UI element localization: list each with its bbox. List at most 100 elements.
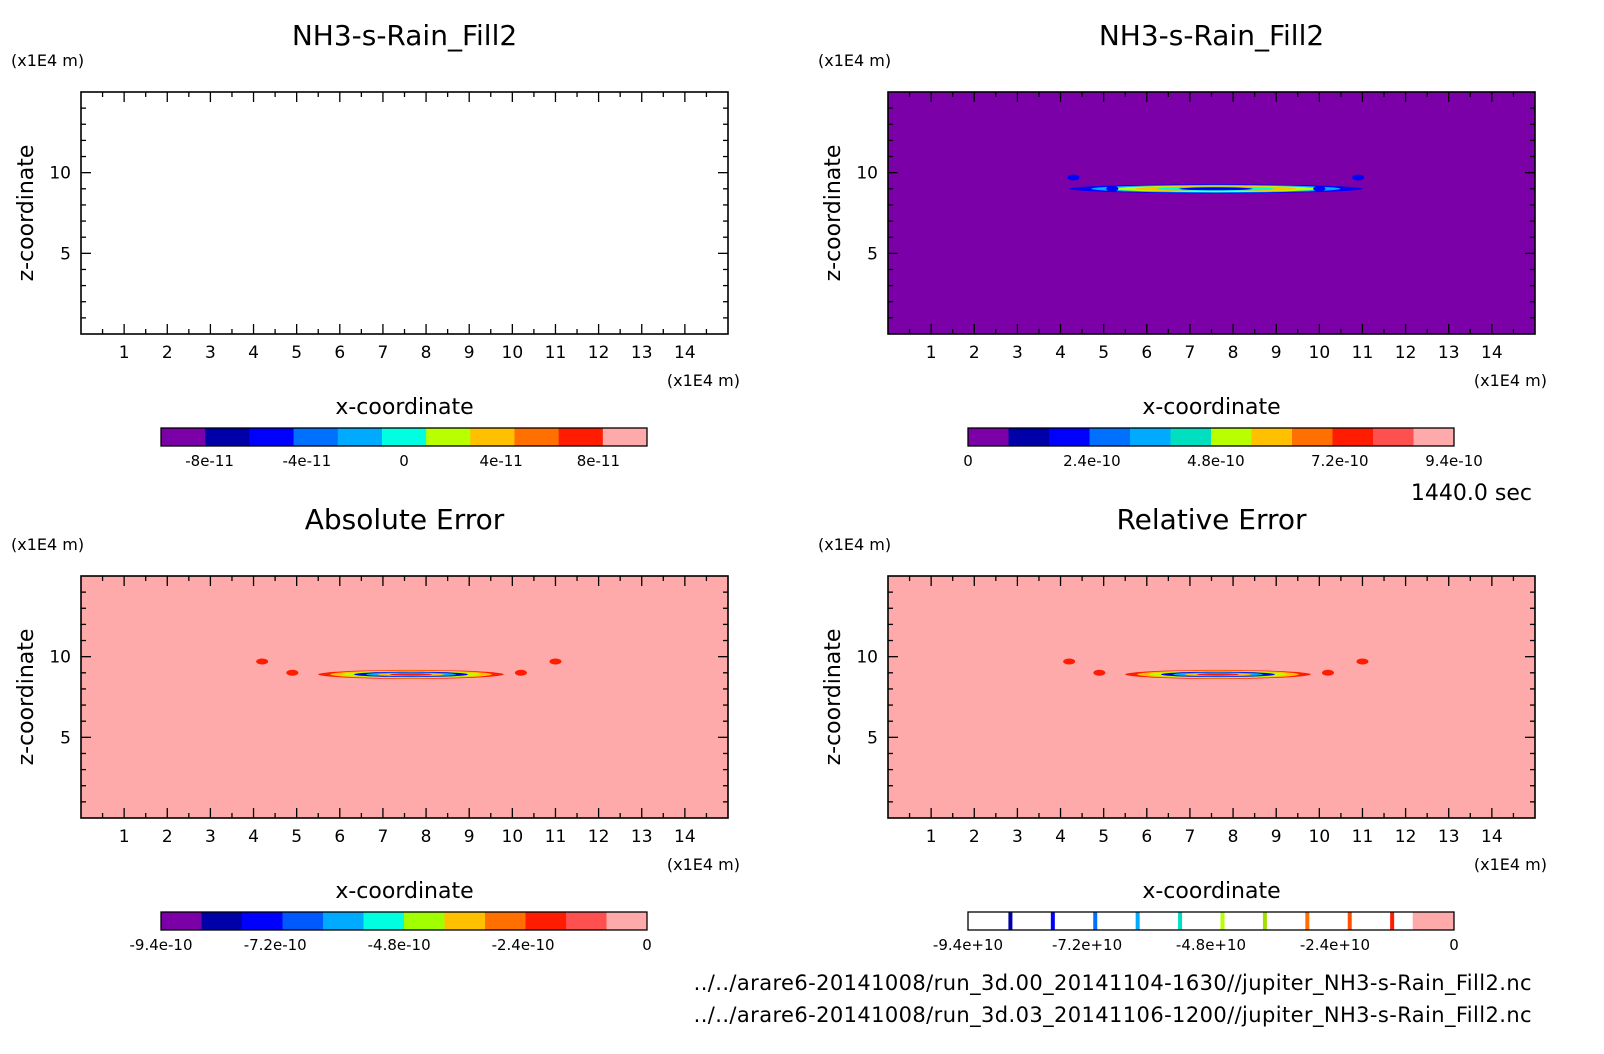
colorbar-tick-label: -4.8e-10 — [368, 936, 431, 954]
contour-band — [389, 673, 433, 676]
x-tick-label: 8 — [1228, 343, 1239, 363]
x-tick-label: 13 — [631, 827, 653, 847]
chart-panel: Absolute Error(x1E4 m)(x1E4 m)1 2 3 4 5 6 7 8 9 1… — [11, 503, 740, 954]
y-tick-label: 10 — [49, 648, 71, 668]
colorbar-segment — [1049, 428, 1090, 446]
colorbar-tick-label: -7.2e-10 — [244, 936, 307, 954]
plot-area — [888, 576, 1535, 818]
x-tick-label: 1 — [926, 343, 937, 363]
y-tick-label: 10 — [856, 164, 878, 184]
colorbar-segment — [444, 912, 486, 930]
y-axis-label: z-coordinate — [821, 145, 846, 282]
colorbar-line — [1262, 912, 1267, 930]
colorbar-segment — [1373, 428, 1414, 446]
colorbar-line — [1220, 912, 1225, 930]
x-tick-label: 7 — [1185, 827, 1196, 847]
colorbar-tick-label: 9.4e-10 — [1425, 452, 1483, 470]
contour-spot — [1067, 174, 1080, 181]
colorbar-segment — [558, 428, 604, 446]
x-tick-label: 5 — [1098, 827, 1109, 847]
colorbar-tick-label: -9.4e+10 — [933, 936, 1003, 954]
x-tick-label: 10 — [1309, 343, 1331, 363]
chart-panel: NH3-s-Rain_Fill2(x1E4 m)(x1E4 m)1 2 3 4 5 6 7 8… — [818, 19, 1547, 470]
colorbar-background — [968, 912, 1454, 930]
y-tick-label: 5 — [867, 728, 878, 748]
file-path-1: ../../arare6-20141008/run_3d.00_20141104… — [694, 971, 1532, 996]
colorbar-frame — [160, 911, 648, 931]
x-tick-label: 9 — [1271, 827, 1282, 847]
contour-spot — [514, 669, 527, 676]
colorbar-segment — [323, 912, 364, 930]
colorbar-segment — [1412, 912, 1454, 930]
x-unit-label: (x1E4 m) — [667, 371, 740, 390]
x-tick-label: 1 — [119, 343, 130, 363]
x-tick-label: 2 — [969, 827, 980, 847]
chart-panel: Relative Error(x1E4 m)(x1E4 m)1 2 3 4 5 6 7 8 9 1… — [818, 503, 1547, 954]
chart-title: NH3-s-Rain_Fill2 — [1099, 19, 1324, 52]
x-tick-label: 4 — [248, 343, 259, 363]
x-tick-label: 3 — [1012, 343, 1023, 363]
colorbar-segment — [1008, 428, 1050, 446]
colorbar-segment — [1292, 428, 1333, 446]
contour-spot — [1352, 174, 1365, 181]
colorbar-tick-label: -2.4e+10 — [1300, 936, 1370, 954]
chart-title: Relative Error — [1116, 503, 1307, 536]
colorbar-segment — [968, 428, 1009, 446]
chart-title: Absolute Error — [305, 503, 505, 536]
x-tick-label: 11 — [545, 827, 567, 847]
colorbar-tick-label: 4e-11 — [480, 452, 523, 470]
x-tick-label: 8 — [421, 827, 432, 847]
y-axis-label: z-coordinate — [821, 629, 846, 766]
x-tick-label: 6 — [334, 827, 345, 847]
colorbar-frame — [160, 427, 648, 447]
x-axis-label: x-coordinate — [1142, 395, 1280, 420]
colorbar-tick-label: -8e-11 — [185, 452, 234, 470]
x-tick-label: 14 — [674, 343, 696, 363]
y-axis-label: z-coordinate — [14, 629, 39, 766]
colorbar-tick-label: -4e-11 — [282, 452, 331, 470]
colorbar-tick-label: -9.4e-10 — [130, 936, 193, 954]
x-tick-label: 6 — [334, 343, 345, 363]
colorbar-segment — [1332, 428, 1374, 446]
y-unit-label: (x1E4 m) — [818, 535, 891, 554]
x-tick-label: 9 — [464, 827, 475, 847]
contour-spot — [1063, 658, 1076, 665]
colorbar-segment — [602, 428, 648, 446]
x-tick-label: 4 — [1055, 827, 1066, 847]
colorbar-tick-label: 0 — [963, 452, 973, 470]
x-tick-label: 2 — [162, 827, 173, 847]
x-tick-label: 3 — [205, 827, 216, 847]
colorbar-segment — [426, 428, 471, 446]
x-tick-label: 14 — [1481, 827, 1503, 847]
file-path-2: ../../arare6-20141008/run_3d.03_20141106… — [694, 1003, 1532, 1028]
colorbar-segment — [242, 912, 283, 930]
colorbar-segment — [381, 428, 427, 446]
x-tick-label: 5 — [1098, 343, 1109, 363]
x-tick-label: 14 — [1481, 343, 1503, 363]
x-tick-label: 6 — [1141, 827, 1152, 847]
colorbar-segment — [404, 912, 445, 930]
x-tick-label: 8 — [1228, 827, 1239, 847]
colorbar-segment — [1413, 428, 1455, 446]
colorbar-segment — [606, 912, 648, 930]
x-tick-label: 9 — [1271, 343, 1282, 363]
contour-band — [1179, 187, 1253, 191]
colorbar-segment — [337, 428, 383, 446]
x-tick-label: 11 — [545, 343, 567, 363]
x-tick-label: 10 — [1309, 827, 1331, 847]
colorbar-tick-label: 0 — [1449, 936, 1459, 954]
x-tick-label: 11 — [1352, 343, 1374, 363]
contour-spot — [1321, 669, 1334, 676]
colorbar-frame — [967, 911, 1455, 931]
x-tick-label: 7 — [1185, 343, 1196, 363]
x-tick-label: 5 — [291, 343, 302, 363]
y-tick-label: 5 — [60, 244, 71, 264]
y-tick-label: 5 — [867, 244, 878, 264]
x-tick-label: 9 — [464, 343, 475, 363]
colorbar-tick-label: 8e-11 — [577, 452, 620, 470]
contour-spot — [1313, 185, 1326, 192]
x-tick-label: 13 — [1438, 343, 1460, 363]
colorbar-segment — [1170, 428, 1212, 446]
chart-panel: NH3-s-Rain_Fill2(x1E4 m)(x1E4 m)1 2 3 4 5 6 7 8… — [11, 19, 740, 470]
